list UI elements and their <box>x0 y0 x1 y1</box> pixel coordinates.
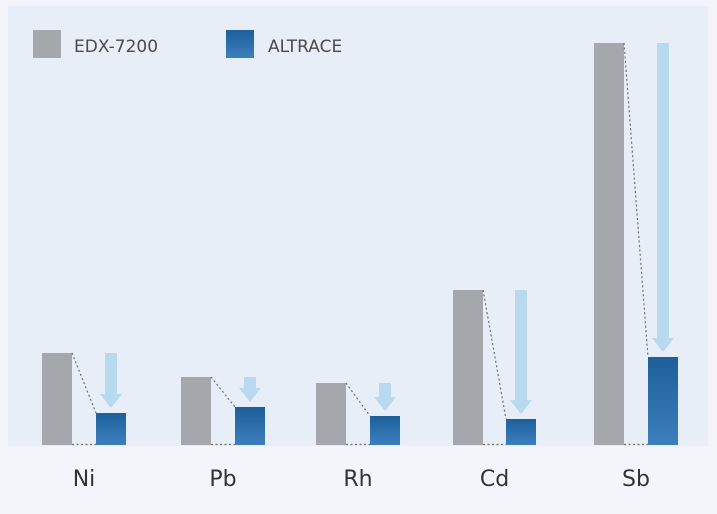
category-label-pb: Pb <box>209 467 236 492</box>
category-label-sb: Sb <box>622 467 650 492</box>
reduction-arrow-ni <box>100 353 122 408</box>
reduction-arrow-sb <box>652 43 674 352</box>
chart-marks <box>42 42 678 446</box>
bar-edx-cd <box>453 290 483 445</box>
bar-edx-rh <box>316 383 346 445</box>
bar-edx-ni <box>42 353 72 445</box>
legend-label-edx-7200: EDX-7200 <box>74 37 158 57</box>
category-label-cd: Cd <box>480 467 509 492</box>
connector-top-cd <box>482 289 507 420</box>
bar-altrace-rh <box>370 416 400 445</box>
legend-swatch-edx-7200 <box>33 30 61 58</box>
plot-area <box>8 6 708 446</box>
bar-altrace-pb <box>235 407 265 445</box>
category-label-ni: Ni <box>73 467 96 492</box>
reduction-arrow-cd <box>510 290 532 414</box>
connector-top-sb <box>623 42 649 358</box>
bar-altrace-cd <box>506 419 536 445</box>
legend-swatch-altrace <box>226 30 254 58</box>
bar-edx-pb <box>181 377 211 445</box>
category-labels: Ni Pb Rh Cd Sb <box>73 467 650 492</box>
connector-top-ni <box>71 352 97 414</box>
legend: EDX-7200 ALTRACE <box>33 30 342 58</box>
reduction-arrow-rh <box>374 383 396 411</box>
reduction-arrow-pb <box>239 377 261 402</box>
bar-altrace-ni <box>96 413 126 445</box>
legend-label-altrace: ALTRACE <box>268 37 342 57</box>
connector-top-pb <box>210 376 236 408</box>
bar-edx-sb <box>594 43 624 445</box>
bar-altrace-sb <box>648 357 678 445</box>
category-label-rh: Rh <box>343 467 372 492</box>
